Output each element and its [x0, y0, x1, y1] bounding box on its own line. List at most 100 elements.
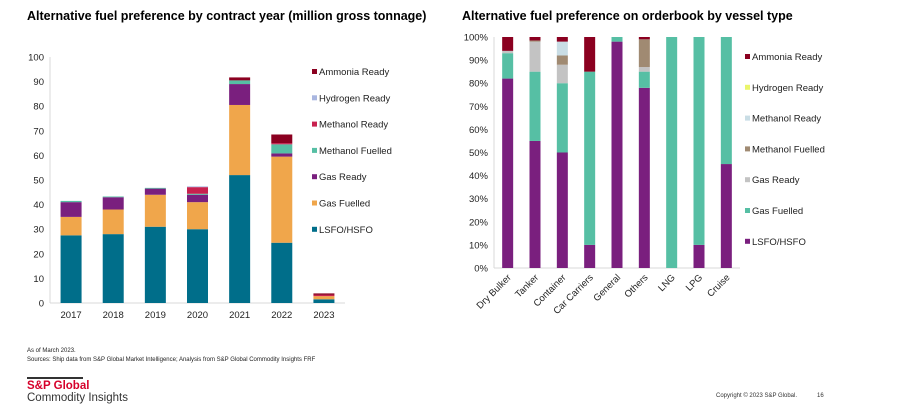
x-tick-label: 2023 [313, 310, 334, 321]
bar-segment-ammonia-ready [584, 37, 596, 72]
bar-segment-gas-fuelled [584, 71, 596, 245]
bar-segment-gas-ready [144, 188, 166, 195]
bar-segment-ammonia-ready [229, 77, 251, 81]
bar-segment-methanol-fuelled [102, 196, 124, 198]
legend-label: LSFO/HSFO [752, 237, 806, 248]
legend-label: Ammonia Ready [752, 52, 822, 63]
as-of-note: As of March 2023. [27, 348, 76, 354]
logo-rule [27, 377, 83, 379]
bar-segment-gas-fuelled [271, 156, 293, 243]
bar-segment-lsfo-hsfo [502, 78, 514, 268]
bar-segment-gas-fuelled [102, 209, 124, 235]
bar-segment-gas-fuelled [693, 37, 705, 245]
legend-label: Hydrogen Ready [319, 93, 391, 104]
y-tick-label: 60% [469, 125, 489, 136]
bar-segment-lsfo-hsfo [187, 229, 208, 303]
bar-segment-gas-fuelled [502, 53, 514, 79]
x-tick-label: Others [623, 272, 651, 300]
bar-segment-gas-ready [229, 84, 251, 105]
legend-swatch [745, 208, 750, 213]
sources-note: Sources: Ship data from S&P Global Marke… [27, 357, 316, 363]
y-tick-label: 50% [469, 148, 489, 159]
y-tick-label: 20 [33, 249, 44, 260]
bar-segment-lsfo-hsfo [693, 244, 705, 268]
bar-segment-ammonia-ready [502, 37, 514, 51]
bar-segment-gas-ready [102, 197, 124, 210]
legend-label: Gas Ready [752, 175, 800, 186]
legend-label: Methanol Fuelled [319, 146, 392, 157]
bar-segment-methanol-ready [187, 187, 208, 194]
bar-segment-ammonia-ready [638, 37, 650, 40]
logo-sp-global: S&P Global [27, 380, 90, 392]
bar-segment-gas-fuelled [144, 194, 166, 227]
bar-segment-ammonia-ready [271, 134, 293, 144]
bar-segment-gas-ready [502, 50, 514, 54]
bar-segment-ammonia-ready [313, 293, 335, 295]
x-tick-label: LPG [684, 272, 705, 293]
bar-segment-methanol-fuelled [187, 193, 208, 195]
bar-segment-ammonia-ready [529, 37, 541, 41]
x-tick-label: 2022 [271, 310, 292, 321]
x-tick-label: Cruise [705, 272, 732, 299]
legend-label: Ammonia Ready [319, 67, 389, 78]
y-tick-label: 70 [33, 126, 44, 137]
bar-segment-gas-ready [60, 202, 82, 217]
bar-segment-lsfo-hsfo [720, 164, 732, 268]
x-tick-label: 2017 [61, 310, 82, 321]
legend-label: Hydrogen Ready [752, 83, 824, 94]
legend-label: LSFO/HSFO [319, 225, 373, 236]
bar-segment-lsfo-hsfo [556, 152, 568, 268]
y-tick-label: 20% [469, 217, 489, 228]
y-tick-label: 80% [469, 79, 489, 90]
bar-segment-methanol-ready [313, 294, 335, 297]
bar-segment-gas-ready [638, 67, 650, 72]
y-tick-label: 40 [33, 200, 44, 211]
y-tick-label: 90% [469, 56, 489, 67]
bar-segment-gas-ready [556, 64, 568, 84]
bar-segment-gas-fuelled [611, 37, 623, 42]
x-tick-label: General [591, 272, 623, 304]
bar-segment-methanol-ready [556, 41, 568, 56]
legend-swatch [745, 84, 750, 90]
bar-segment-methanol-fuelled [529, 40, 541, 42]
x-tick-label: 2019 [145, 310, 166, 321]
bar-segment-gas-fuelled [60, 216, 82, 236]
y-tick-label: 80 [33, 102, 44, 113]
legend-label: Gas Fuelled [319, 199, 370, 210]
bar-segment-lsfo-hsfo [271, 242, 293, 303]
legend-label: Gas Fuelled [752, 206, 803, 217]
bar-segment-lsfo-hsfo [638, 87, 650, 268]
y-tick-label: 60 [33, 151, 44, 162]
bar-segment-lsfo-hsfo [229, 175, 251, 303]
bar-segment-methanol-fuelled [60, 200, 82, 203]
legend-swatch [745, 146, 750, 152]
bar-segment-lsfo-hsfo [529, 140, 541, 268]
legend-swatch [745, 115, 750, 121]
x-tick-label: Dry Bulker [475, 272, 514, 311]
legend-swatch [745, 238, 750, 244]
legend-swatch [312, 147, 317, 153]
y-tick-label: 0 [39, 299, 44, 310]
legend-swatch [745, 54, 750, 59]
bar-segment-lsfo-hsfo [584, 244, 596, 268]
legend-swatch [312, 200, 317, 206]
bar-segment-lsfo-hsfo [313, 299, 335, 303]
y-tick-label: 90 [33, 77, 44, 88]
bar-segment-lsfo-hsfo [611, 41, 623, 269]
bar-segment-gas-fuelled [666, 37, 678, 268]
x-tick-label: 2021 [229, 310, 250, 321]
legend-swatch [312, 69, 317, 74]
y-tick-label: 30 [33, 225, 44, 236]
bar-segment-methanol-fuelled [144, 187, 166, 189]
bar-segment-lsfo-hsfo [102, 234, 124, 303]
bar-segment-lsfo-hsfo [144, 226, 166, 303]
bar-segment-methanol-ready [271, 143, 293, 145]
bar-segment-gas-ready [529, 41, 541, 72]
y-tick-label: 70% [469, 102, 489, 113]
page-number: 16 [817, 393, 824, 399]
bar-segment-gas-fuelled [720, 37, 732, 165]
y-tick-label: 10 [33, 274, 44, 285]
bar-segment-methanol-fuelled [271, 144, 293, 154]
y-tick-label: 100 [28, 53, 44, 64]
